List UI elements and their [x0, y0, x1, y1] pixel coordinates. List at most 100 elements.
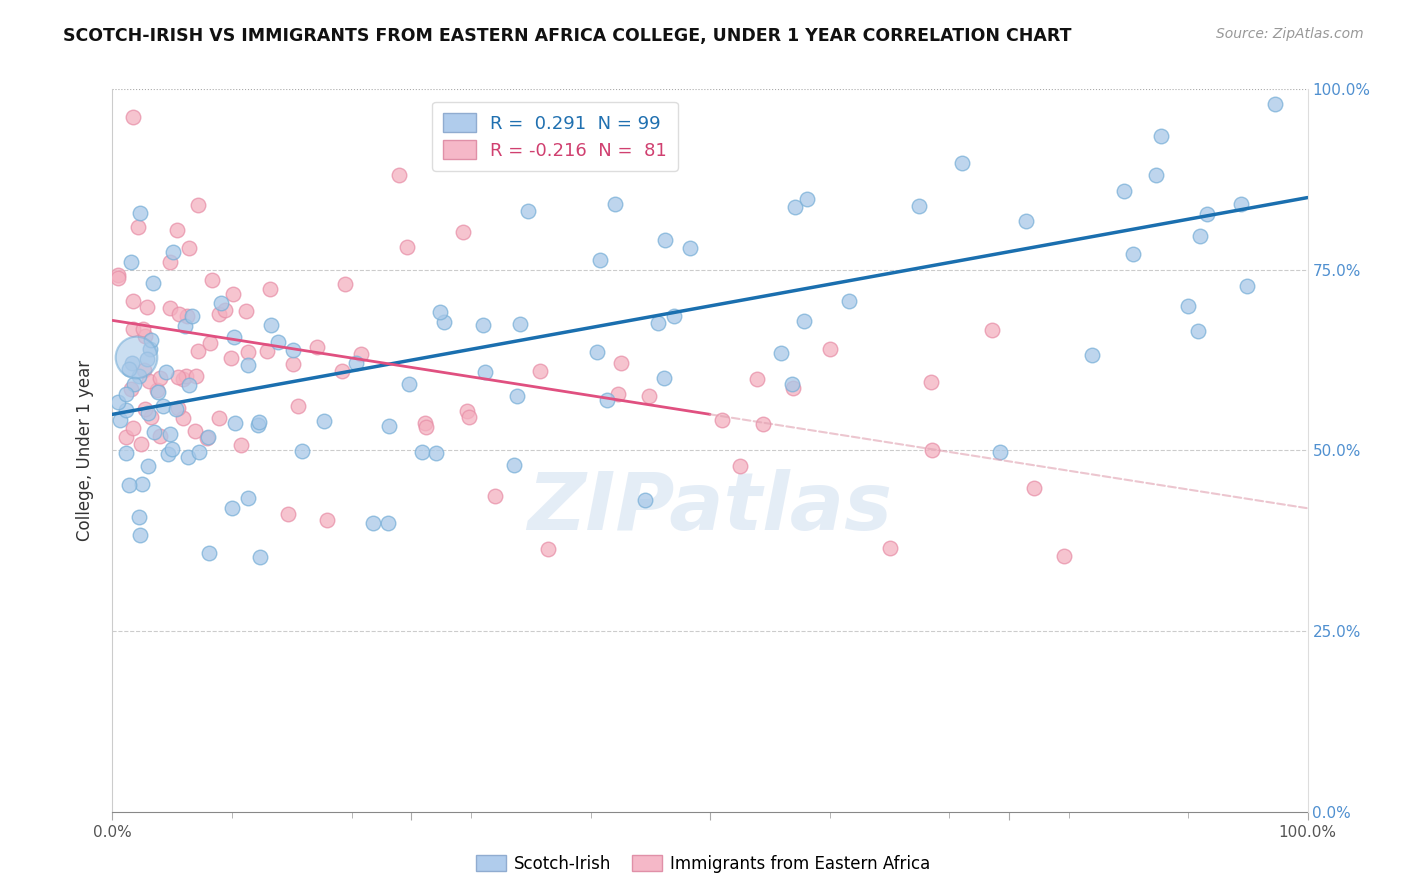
Point: [517, 204, 540, 219]
Point: [159, 301, 181, 315]
Point: [157, 447, 180, 461]
Point: [1177, 299, 1199, 313]
Point: [120, 255, 142, 269]
Point: [149, 370, 172, 384]
Point: [159, 255, 181, 269]
Point: [159, 426, 181, 441]
Legend: Scotch-Irish, Immigrants from Eastern Africa: Scotch-Irish, Immigrants from Eastern Af…: [470, 848, 936, 880]
Point: [396, 240, 419, 254]
Point: [710, 413, 733, 427]
Point: [1236, 278, 1258, 293]
Point: [411, 444, 433, 458]
Point: [780, 376, 803, 391]
Point: [793, 314, 815, 328]
Point: [247, 415, 270, 429]
Point: [610, 355, 633, 369]
Point: [224, 417, 246, 431]
Point: [209, 296, 232, 310]
Point: [187, 344, 209, 359]
Point: [236, 491, 259, 505]
Point: [796, 193, 818, 207]
Point: [654, 233, 676, 247]
Point: [138, 342, 160, 356]
Point: [139, 333, 162, 347]
Point: [214, 302, 236, 317]
Point: [1081, 347, 1104, 361]
Point: [633, 492, 655, 507]
Point: [135, 352, 157, 367]
Point: [398, 377, 420, 392]
Point: [529, 132, 551, 146]
Point: [752, 417, 775, 431]
Point: [988, 444, 1011, 458]
Point: [458, 410, 481, 425]
Point: [429, 305, 451, 319]
Point: [124, 377, 146, 392]
Point: [377, 418, 399, 433]
Point: [121, 356, 143, 370]
Point: [160, 442, 183, 456]
Point: [128, 527, 150, 541]
Point: [118, 477, 141, 491]
Point: [107, 268, 129, 283]
Point: [260, 318, 283, 332]
Point: [314, 413, 336, 427]
Point: [920, 375, 942, 389]
Point: [121, 294, 143, 309]
Point: [456, 404, 478, 418]
Point: [198, 335, 221, 350]
Point: [172, 372, 194, 386]
Point: [115, 430, 138, 444]
Point: [208, 307, 231, 321]
Point: [415, 419, 437, 434]
Point: [122, 110, 145, 124]
Point: [172, 410, 194, 425]
Point: [125, 350, 148, 364]
Point: [184, 369, 207, 384]
Point: [377, 516, 399, 531]
Point: [607, 387, 630, 401]
Point: [652, 371, 675, 385]
Point: [981, 323, 1004, 337]
Point: [818, 342, 841, 356]
Point: [136, 406, 159, 420]
Text: ZIPatlas: ZIPatlas: [527, 469, 893, 548]
Point: [184, 424, 207, 438]
Y-axis label: College, Under 1 year: College, Under 1 year: [76, 359, 94, 541]
Point: [128, 368, 150, 383]
Point: [728, 459, 751, 474]
Point: [146, 383, 169, 397]
Point: [509, 317, 531, 331]
Point: [1187, 324, 1209, 338]
Point: [388, 168, 411, 182]
Point: [176, 369, 198, 384]
Point: [177, 450, 200, 464]
Point: [121, 321, 143, 335]
Point: [1053, 549, 1076, 563]
Point: [120, 382, 142, 396]
Point: [451, 225, 474, 239]
Point: [121, 421, 143, 435]
Point: [208, 411, 231, 425]
Point: [128, 509, 150, 524]
Point: [138, 374, 160, 388]
Point: [474, 366, 496, 380]
Point: [350, 347, 373, 361]
Point: [921, 443, 943, 458]
Text: SCOTCH-IRISH VS IMMIGRANTS FROM EASTERN AFRICA COLLEGE, UNDER 1 YEAR CORRELATION: SCOTCH-IRISH VS IMMIGRANTS FROM EASTERN …: [63, 27, 1071, 45]
Point: [115, 446, 138, 460]
Point: [219, 351, 242, 365]
Point: [316, 513, 339, 527]
Point: [127, 220, 149, 235]
Point: [1150, 129, 1173, 144]
Point: [141, 409, 163, 424]
Point: [433, 315, 456, 329]
Point: [152, 399, 174, 413]
Point: [1195, 207, 1218, 221]
Point: [146, 385, 169, 400]
Point: [1264, 96, 1286, 111]
Point: [229, 437, 252, 451]
Point: [177, 377, 200, 392]
Point: [169, 307, 191, 321]
Point: [222, 287, 245, 301]
